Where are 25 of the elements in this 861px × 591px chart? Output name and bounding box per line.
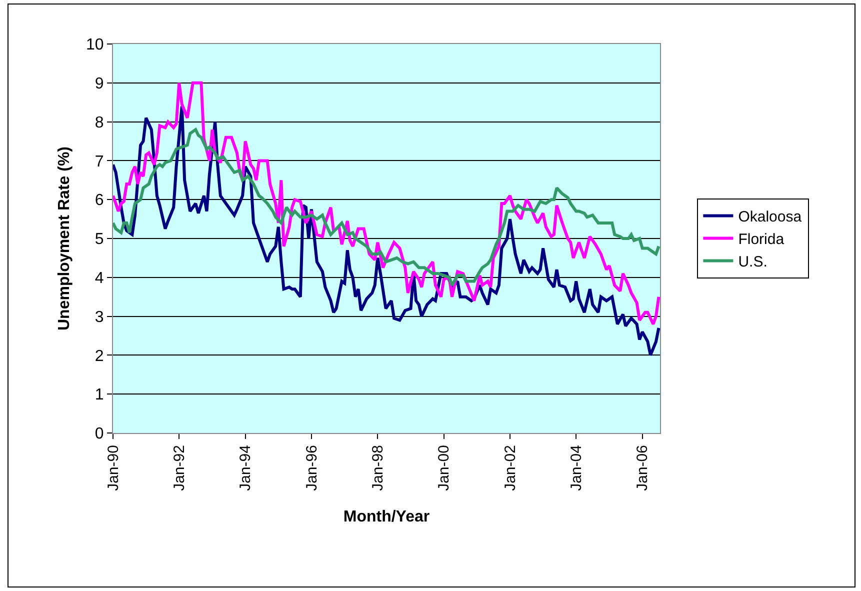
x-axis-title: Month/Year [343, 508, 430, 526]
x-tick-label: Jan-90 [104, 445, 122, 491]
x-tick-label: Jan-06 [634, 445, 652, 491]
y-tick-label: 3 [94, 308, 104, 326]
y-tick-label: 10 [86, 36, 104, 54]
x-tick-label: Jan-92 [170, 445, 188, 491]
x-tick-label: Jan-94 [237, 445, 254, 491]
y-tick-label: 6 [94, 192, 104, 210]
y-axis-title: Unemployment Rate (%) [56, 146, 73, 331]
legend-label: Florida [738, 231, 785, 248]
x-tick-label: Jan-00 [436, 445, 453, 491]
y-tick-label: 7 [94, 153, 104, 170]
y-tick-label: 9 [94, 76, 104, 92]
y-tick-label: 1 [94, 386, 104, 404]
legend-label: Okaloosa [738, 208, 802, 226]
legend-label: U.S. [738, 254, 768, 271]
y-tick-label: 0 [94, 426, 104, 443]
y-tick-label: 4 [94, 270, 104, 287]
x-tick-label: Jan-96 [303, 445, 320, 491]
x-tick-label: Jan-04 [568, 445, 585, 491]
x-tick-label: Jan-98 [370, 445, 387, 491]
y-tick-label: 2 [94, 348, 104, 365]
x-tick-label: Jan-02 [502, 445, 519, 491]
y-tick-label: 8 [94, 114, 104, 132]
y-tick-label: 5 [94, 231, 104, 248]
